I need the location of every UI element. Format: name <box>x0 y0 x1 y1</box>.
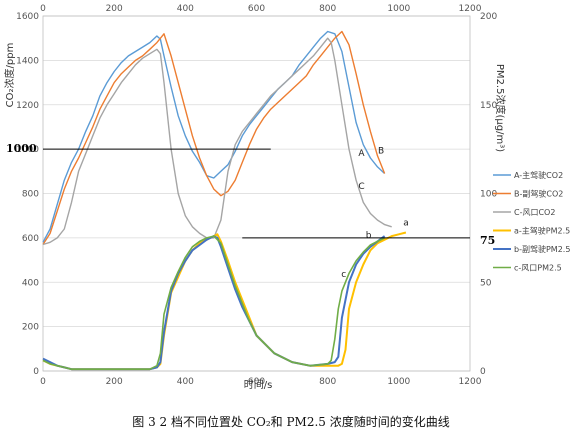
series-layer <box>42 30 407 371</box>
curve-annotation: C <box>358 182 364 192</box>
legend-label: A-主驾驶CO2 <box>514 170 563 180</box>
figure-caption: 图 3 2 档不同位置处 CO₂和 PM2.5 浓度随时间的变化曲线 <box>132 414 449 429</box>
legend-label: b-副驾驶PM2.5 <box>514 244 570 254</box>
y-left-tick-label: 600 <box>22 234 39 244</box>
x-top-tick-label: 800 <box>319 4 336 14</box>
legend-label: c-风口PM2.5 <box>514 264 562 273</box>
x-tick-label: 1000 <box>387 377 410 387</box>
left-axis-title: CO₂浓度/ppm <box>3 43 16 108</box>
legend-label: C-风口CO2 <box>514 208 555 217</box>
curve-annotation: b <box>366 231 372 241</box>
series-line-6 <box>42 235 385 371</box>
curve-annotation: c <box>341 270 346 280</box>
curve-annotation: B <box>378 147 384 157</box>
y-left-tick-label: 200 <box>22 323 39 333</box>
y-left-tick-label: 1600 <box>16 12 39 22</box>
curve-annotation: A <box>358 149 365 159</box>
x-axis-title: 时间/s <box>244 378 273 391</box>
x-top-tick-label: 400 <box>177 4 194 14</box>
y-right-tick-label: 150 <box>480 101 497 111</box>
annotations: A B Ca b c <box>341 147 409 280</box>
series-line-2 <box>42 30 386 245</box>
series-line-3 <box>42 37 392 246</box>
curve-annotation: a <box>403 218 409 228</box>
tick-labels: 0200400600800100012001400160005010015020… <box>16 4 497 387</box>
y-left-tick-label: 1400 <box>16 56 39 66</box>
x-tick-label: 200 <box>106 377 123 387</box>
reference-label-1: 1000 <box>6 142 37 155</box>
y-left-tick-label: 0 <box>33 367 39 377</box>
x-top-tick-label: 1000 <box>387 4 410 14</box>
axes <box>42 15 471 372</box>
x-top-tick-label: 200 <box>106 4 123 14</box>
reference-label-2: 75 <box>480 234 495 247</box>
y-left-tick-label: 400 <box>22 278 39 288</box>
series-line-1 <box>42 30 386 243</box>
x-top-tick-label: 600 <box>248 4 265 14</box>
y-right-tick-label: 0 <box>480 367 486 377</box>
plot-frame <box>42 15 471 372</box>
y-left-tick-label: 1200 <box>16 101 39 111</box>
gridlines <box>43 15 470 372</box>
reference-lines: 1000 75 <box>6 142 495 247</box>
y-right-tick-label: 200 <box>480 12 497 22</box>
y-left-tick-label: 800 <box>22 190 39 200</box>
x-tick-label: 600 <box>248 377 265 387</box>
y-left-tick-label: 1000 <box>16 145 39 155</box>
y-right-tick-label: 50 <box>480 278 492 288</box>
x-tick-label: 0 <box>40 377 46 387</box>
x-tick-label: 800 <box>319 377 336 387</box>
right-axis-title: PM2.5浓度(μg/m³) <box>494 64 507 152</box>
y-right-tick-label: 100 <box>480 190 497 200</box>
legend-label: a-主驾驶PM2.5 <box>514 226 570 236</box>
x-top-tick-label: 0 <box>40 4 46 14</box>
legend-label: B-副驾驶CO2 <box>514 189 563 199</box>
x-tick-label: 1200 <box>459 377 482 387</box>
x-tick-label: 400 <box>177 377 194 387</box>
x-top-tick-label: 1200 <box>459 4 482 14</box>
legend: A-主驾驶CO2 B-副驾驶CO2 C-风口CO2 a-主驾驶PM2.5 b-副驾驶PM… <box>493 170 570 273</box>
